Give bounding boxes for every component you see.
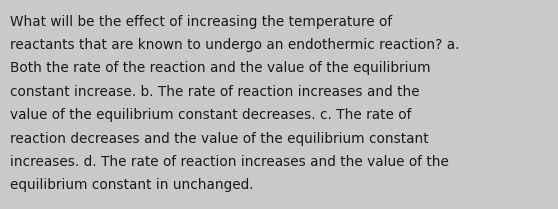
Text: reactants that are known to undergo an endothermic reaction? a.: reactants that are known to undergo an e… bbox=[10, 38, 460, 52]
Text: What will be the effect of increasing the temperature of: What will be the effect of increasing th… bbox=[10, 15, 392, 29]
Text: value of the equilibrium constant decreases. c. The rate of: value of the equilibrium constant decrea… bbox=[10, 108, 411, 122]
Text: increases. d. The rate of reaction increases and the value of the: increases. d. The rate of reaction incre… bbox=[10, 155, 449, 169]
Text: Both the rate of the reaction and the value of the equilibrium: Both the rate of the reaction and the va… bbox=[10, 61, 431, 75]
Text: constant increase. b. The rate of reaction increases and the: constant increase. b. The rate of reacti… bbox=[10, 85, 420, 99]
Text: equilibrium constant in unchanged.: equilibrium constant in unchanged. bbox=[10, 178, 254, 192]
Text: reaction decreases and the value of the equilibrium constant: reaction decreases and the value of the … bbox=[10, 132, 429, 146]
